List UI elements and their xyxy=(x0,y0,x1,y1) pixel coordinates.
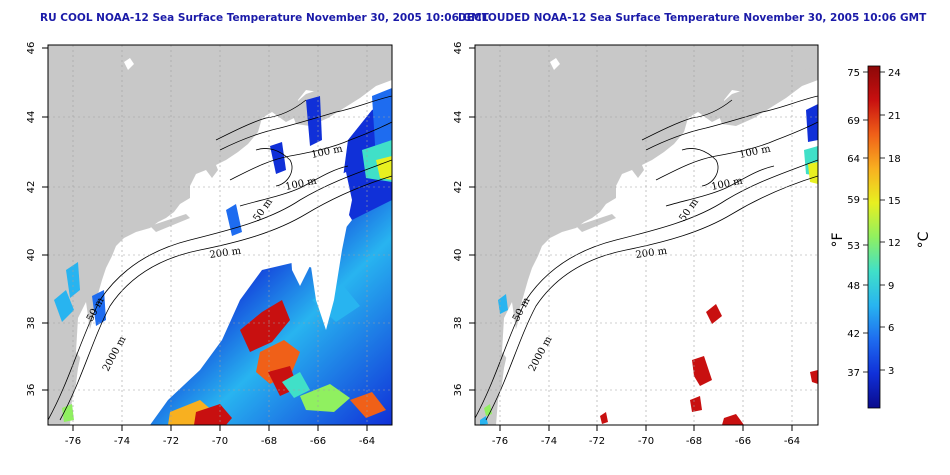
colorbar-c-tick: 12 xyxy=(888,238,901,249)
colorbar: 75 69 64 59 53 48 42 37 24 21 18 15 12 9… xyxy=(830,65,932,409)
left-map-lake xyxy=(124,58,134,70)
colorbar-scale xyxy=(867,65,881,409)
colorbar-c-tick: 9 xyxy=(888,281,894,292)
right-x-tick: -68 xyxy=(686,436,702,447)
right-x-tick: -74 xyxy=(541,436,557,447)
left-x-tick: -68 xyxy=(261,436,277,447)
right-y-tick: 38 xyxy=(453,317,464,330)
left-x-tick: -72 xyxy=(163,436,179,447)
right-x-tick: -70 xyxy=(638,436,654,447)
colorbar-c-tick: 3 xyxy=(888,366,894,377)
colorbar-celsius-label: °C xyxy=(916,231,932,248)
left-y-tick: 46 xyxy=(26,42,37,55)
right-y-tick: 36 xyxy=(453,384,464,397)
left-x-axis xyxy=(72,425,368,431)
right-map-chesapeake-bay xyxy=(502,302,516,360)
left-y-axis xyxy=(42,47,48,391)
right-map-nova-scotia xyxy=(716,66,818,126)
colorbar-f-tick: 42 xyxy=(847,329,860,340)
right-y-tick: 40 xyxy=(453,249,464,262)
colorbar-c-tick: 18 xyxy=(888,154,901,165)
left-x-tick: -64 xyxy=(359,436,375,447)
colorbar-c-tick: 21 xyxy=(888,111,901,122)
left-map: 100 m 100 m 50 m 200 m 50 m 2000 m xyxy=(26,42,393,447)
left-y-tick: 42 xyxy=(26,181,37,194)
colorbar-f-tick: 37 xyxy=(847,368,860,379)
left-y-tick: 40 xyxy=(26,249,37,262)
colorbar-f-tick: 69 xyxy=(847,116,860,127)
left-map-grid xyxy=(48,45,392,425)
right-x-axis xyxy=(499,425,793,431)
right-map-lake xyxy=(550,58,560,70)
colorbar-f-tick: 64 xyxy=(847,154,860,165)
right-map-contours xyxy=(475,95,818,421)
right-x-tick: -72 xyxy=(589,436,605,447)
left-map-land xyxy=(48,45,392,425)
right-map-title: DECLOUDED NOAA-12 Sea Surface Temperatur… xyxy=(458,12,927,24)
left-y-tick: 38 xyxy=(26,317,37,330)
left-x-tick: -70 xyxy=(212,436,228,447)
colorbar-f-tick: 53 xyxy=(847,241,860,252)
left-y-tick: 36 xyxy=(26,384,37,397)
right-y-tick: 44 xyxy=(453,111,464,124)
right-map: 100 m 100 m 50 m 200 m 50 m 2000 m -76 - xyxy=(453,42,819,447)
right-x-tick: -66 xyxy=(735,436,751,447)
right-x-tick: -76 xyxy=(492,436,508,447)
left-map-title: RU COOL NOAA-12 Sea Surface Temperature … xyxy=(40,12,489,24)
colorbar-f-tick: 48 xyxy=(847,281,860,292)
left-map-chesapeake-bay xyxy=(76,302,90,360)
left-label-200m: 200 m xyxy=(209,246,242,261)
colorbar-fahrenheit-label: °F xyxy=(830,232,846,247)
left-map-long-island xyxy=(150,214,190,232)
right-x-tick: -64 xyxy=(784,436,800,447)
right-label-200m: 200 m xyxy=(635,246,668,261)
colorbar-f-tick: 59 xyxy=(847,195,860,206)
colorbar-f-tick: 75 xyxy=(847,68,860,79)
right-map-sst-field xyxy=(480,104,818,425)
colorbar-c-tick: 15 xyxy=(888,196,901,207)
right-map-cape-cod xyxy=(632,160,644,178)
right-y-axis xyxy=(469,47,475,391)
right-map-long-island xyxy=(576,214,616,232)
right-map-delaware-bay xyxy=(522,286,534,310)
left-map-contours xyxy=(48,95,392,421)
right-y-tick: 46 xyxy=(453,42,464,55)
left-y-tick: 44 xyxy=(26,111,37,124)
right-map-grid xyxy=(475,45,818,425)
right-map-land xyxy=(475,45,818,425)
left-x-tick: -66 xyxy=(310,436,326,447)
colorbar-ticks xyxy=(863,71,885,373)
right-y-tick: 42 xyxy=(453,181,464,194)
colorbar-c-tick: 24 xyxy=(888,68,901,79)
left-map-cape-cod xyxy=(206,160,218,178)
left-x-tick: -76 xyxy=(65,436,81,447)
colorbar-c-tick: 6 xyxy=(888,323,894,334)
left-x-tick: -74 xyxy=(114,436,130,447)
